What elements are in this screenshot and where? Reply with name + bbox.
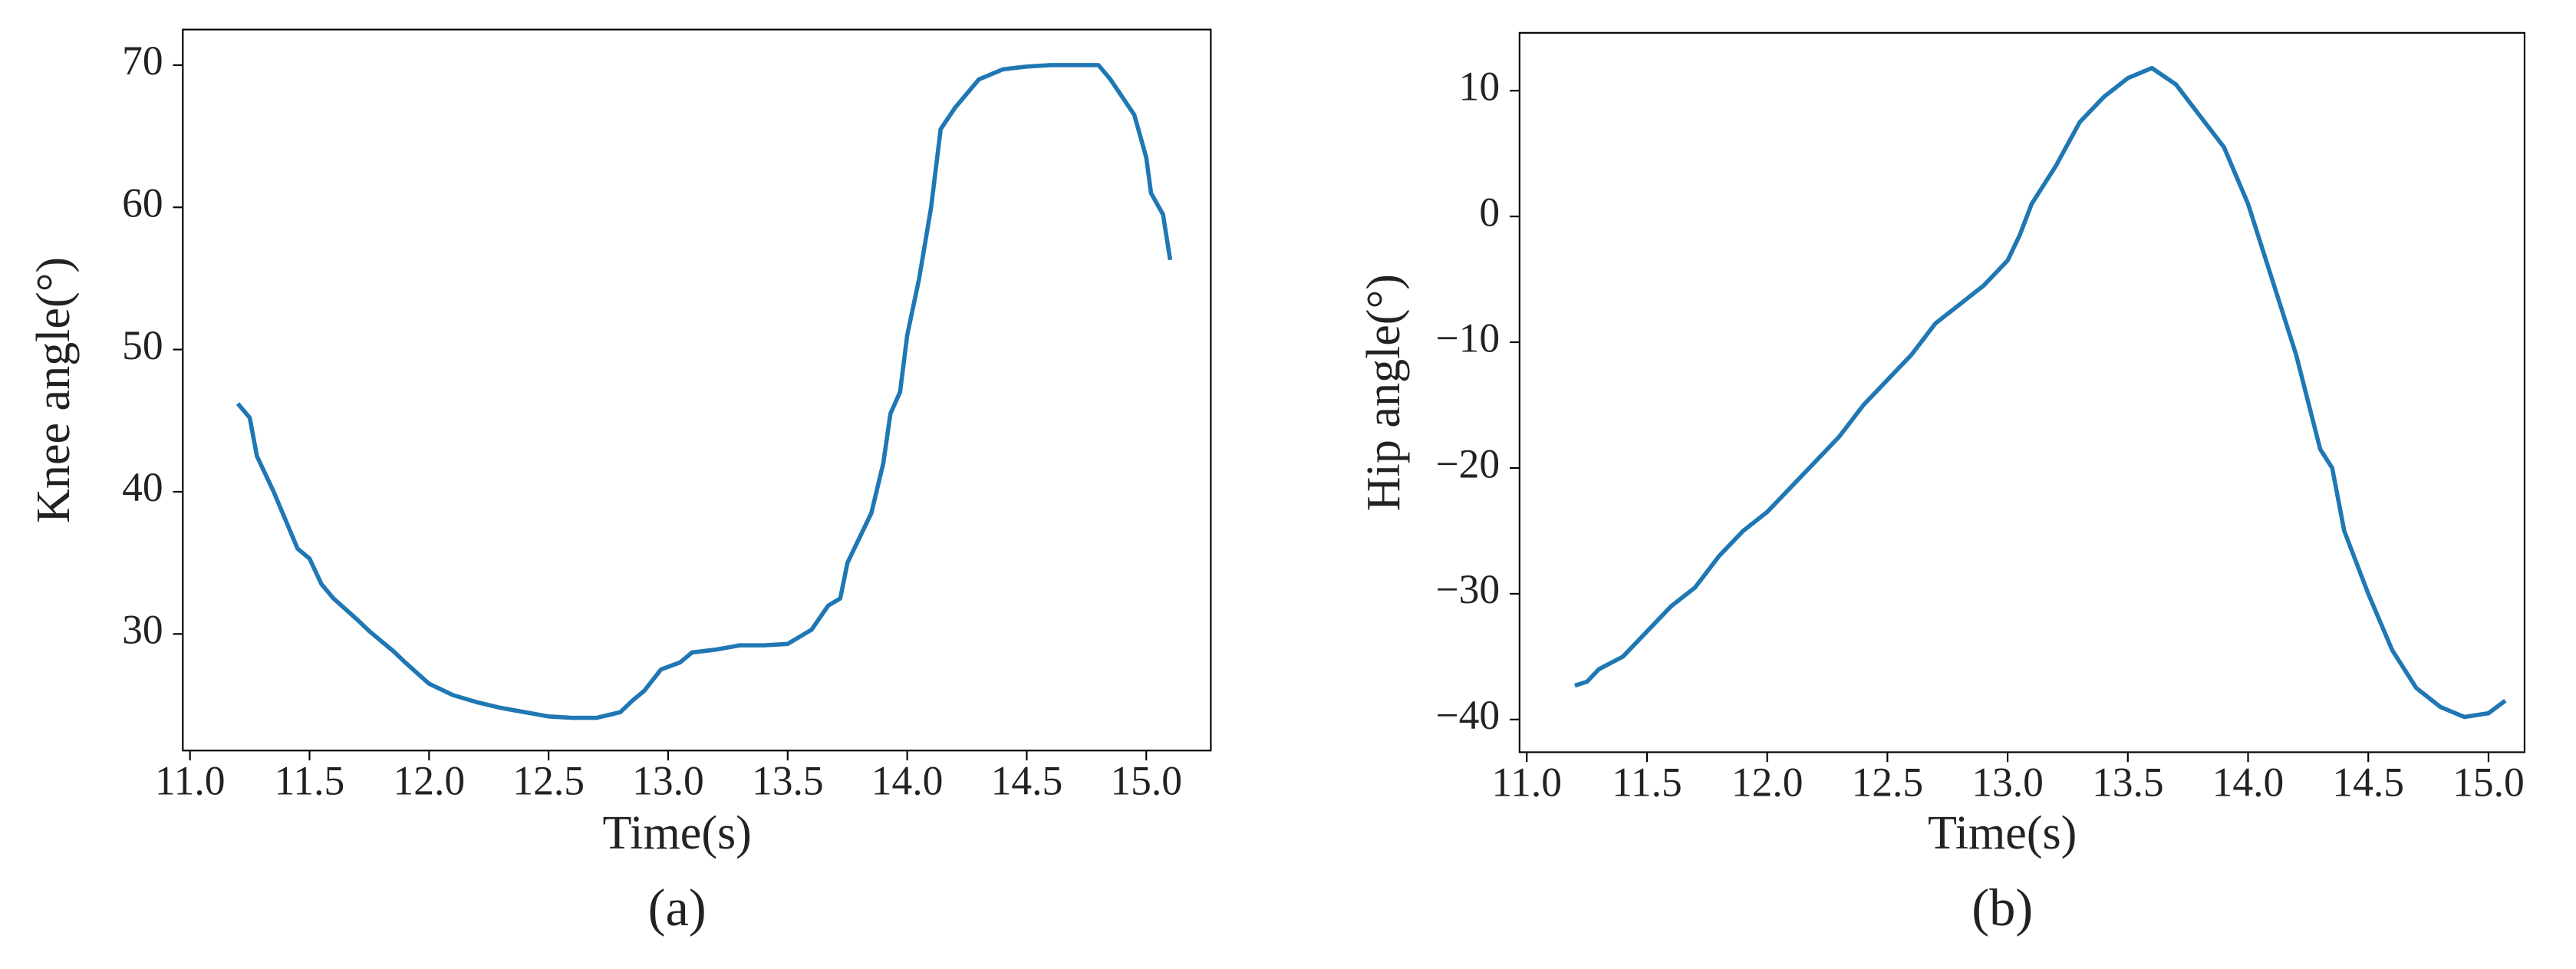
y-tick-label: −30 (1435, 566, 1500, 612)
data-line (1574, 65, 2507, 720)
y-tick-label: 40 (122, 464, 163, 510)
y-tick-label: 50 (122, 322, 163, 368)
y-tick-label: −10 (1435, 315, 1500, 361)
x-tick-label: 14.0 (871, 758, 944, 804)
x-tick-label: 11.5 (1612, 760, 1682, 806)
x-tick-label: 11.0 (155, 758, 226, 804)
y-tick-label: 70 (122, 38, 163, 84)
plot-frame (1518, 31, 2526, 753)
plot-frame (182, 28, 1212, 752)
y-tick-label: −40 (1435, 692, 1500, 738)
x-tick-label: 11.0 (1491, 760, 1562, 806)
x-tick-label: 13.5 (2092, 760, 2164, 806)
y-tick-label: 60 (122, 180, 163, 226)
x-tick-label: 11.5 (275, 758, 345, 804)
caption: (b) (1972, 878, 2033, 937)
y-tick-label: 30 (122, 607, 163, 653)
x-tick-label: 13.0 (1972, 760, 2044, 806)
x-tick-label: 15.0 (2452, 760, 2525, 806)
y-tick-label: 0 (1479, 189, 1500, 235)
caption: (a) (648, 878, 707, 937)
x-axis-label: Time(s) (1928, 807, 2077, 859)
x-tick-label: 12.5 (512, 758, 585, 804)
x-tick-label: 13.0 (632, 758, 704, 804)
y-tick-label: −20 (1435, 440, 1500, 486)
x-axis-label: Time(s) (603, 807, 752, 859)
x-tick-label: 14.5 (2332, 760, 2404, 806)
x-tick-label: 12.0 (1731, 760, 1804, 806)
data-line (236, 63, 1173, 720)
x-tick-label: 15.0 (1110, 758, 1182, 804)
y-axis-label: Hip angle(°) (1358, 274, 1410, 511)
x-tick-label: 14.5 (991, 758, 1063, 804)
x-tick-label: 13.5 (752, 758, 824, 804)
y-axis-label: Knee angle(°) (28, 257, 80, 523)
y-tick-label: 10 (1459, 63, 1500, 109)
x-tick-label: 14.0 (2212, 760, 2284, 806)
x-tick-label: 12.5 (1852, 760, 1924, 806)
x-tick-label: 12.0 (394, 758, 466, 804)
